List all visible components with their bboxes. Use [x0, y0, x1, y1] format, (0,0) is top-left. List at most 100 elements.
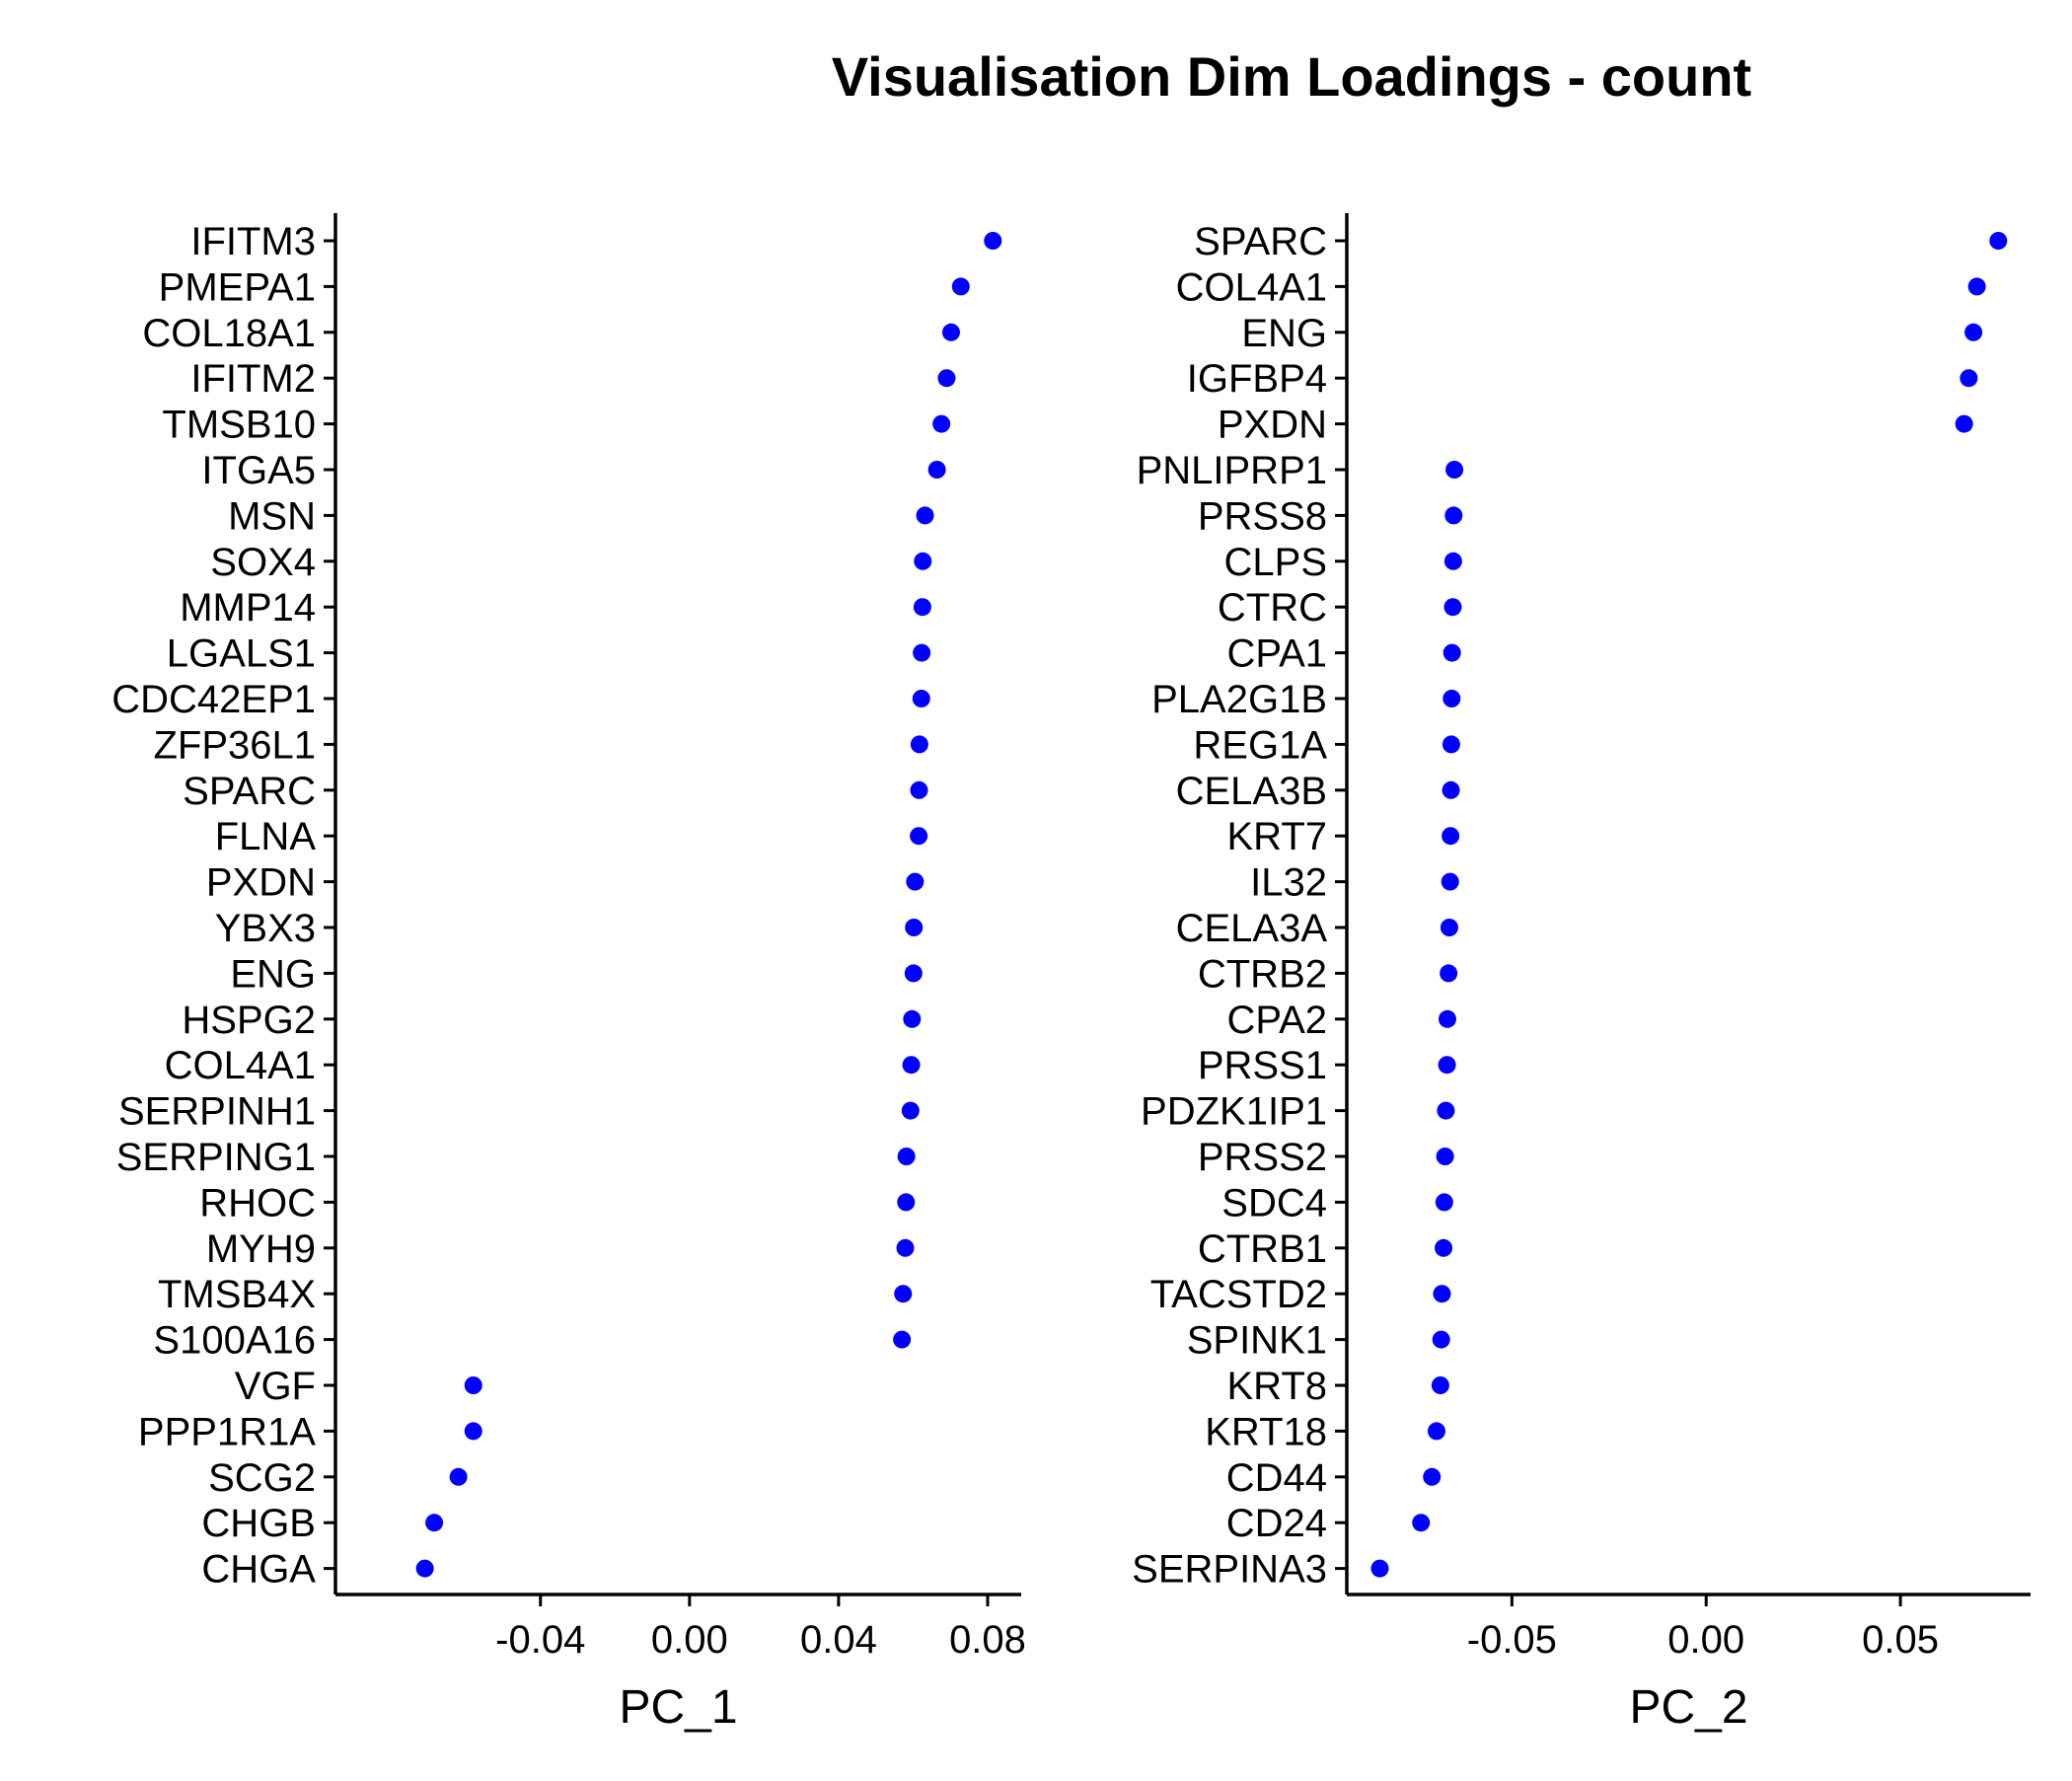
loading-point: [1370, 1559, 1389, 1578]
gene-label: REG1A: [1193, 723, 1327, 767]
gene-label: PRSS1: [1198, 1044, 1327, 1087]
gene-label: IL32: [1250, 861, 1327, 905]
x-tick-label: 0.00: [651, 1618, 728, 1662]
loading-point: [1442, 735, 1460, 754]
loading-point: [1443, 598, 1462, 617]
gene-label: IFITM2: [190, 357, 316, 401]
loading-point: [1436, 1148, 1454, 1165]
gene-label: KRT18: [1205, 1410, 1327, 1453]
gene-label: KRT8: [1226, 1365, 1327, 1408]
loading-point: [984, 232, 1002, 250]
loading-point: [1989, 232, 2008, 250]
loading-point: [1427, 1422, 1445, 1441]
gene-label: YBX3: [215, 907, 316, 950]
gene-label: ENG: [1241, 312, 1327, 355]
x-tick-label: -0.05: [1467, 1618, 1557, 1662]
gene-label: CTRC: [1218, 586, 1327, 630]
loading-point: [903, 1009, 922, 1028]
gene-label: CTRB2: [1198, 952, 1327, 996]
x-axis-label: PC_2: [1629, 1681, 1747, 1734]
loading-point: [906, 872, 925, 891]
gene-label: PLA2G1B: [1151, 678, 1327, 721]
loading-point: [1433, 1285, 1451, 1303]
gene-label: SPARC: [1194, 220, 1327, 263]
loading-point: [927, 461, 946, 479]
gene-label: SDC4: [1221, 1181, 1327, 1224]
loading-point: [1412, 1514, 1431, 1532]
loading-point: [1443, 690, 1461, 707]
loading-point: [464, 1422, 482, 1441]
gene-label: TMSB4X: [158, 1273, 316, 1316]
loading-point: [896, 1238, 915, 1257]
gene-label: SERPING1: [116, 1136, 316, 1179]
gene-label: CTRB1: [1198, 1227, 1327, 1271]
gene-label: SOX4: [210, 541, 316, 584]
gene-label: SPINK1: [1187, 1319, 1327, 1363]
loading-point: [1955, 414, 1973, 433]
loading-point: [415, 1559, 434, 1578]
loading-point: [897, 1148, 916, 1165]
loading-point: [893, 1330, 912, 1349]
gene-label: TMSB10: [162, 404, 316, 447]
x-tick-label: 0.00: [1667, 1618, 1744, 1662]
loading-point: [449, 1467, 468, 1486]
loading-point: [914, 552, 932, 570]
loading-point: [1435, 1238, 1453, 1257]
loading-point: [916, 506, 934, 525]
loading-point: [913, 598, 931, 617]
gene-label: SCG2: [208, 1456, 316, 1500]
loading-point: [1431, 1376, 1449, 1394]
gene-label: PPP1R1A: [138, 1410, 316, 1453]
loading-point: [1438, 1056, 1456, 1075]
loading-point: [1442, 827, 1460, 846]
gene-label: TACSTD2: [1150, 1273, 1327, 1316]
gene-label: RHOC: [199, 1181, 316, 1224]
loading-point: [910, 735, 928, 754]
gene-label: ZFP36L1: [153, 723, 316, 767]
gene-label: PRSS8: [1198, 494, 1327, 538]
gene-label: CD44: [1226, 1456, 1327, 1500]
loading-point: [910, 827, 928, 846]
loading-point: [1964, 323, 1983, 341]
loading-point: [912, 690, 930, 707]
loading-point: [1432, 1330, 1450, 1349]
pc1-panel: IFITM3PMEPA1COL18A1IFITM2TMSB10ITGA5MSNS…: [111, 213, 1026, 1734]
gene-label: CPA2: [1226, 999, 1327, 1042]
loading-point: [1967, 277, 1986, 296]
gene-label: CELA3B: [1176, 770, 1327, 813]
loading-point: [1438, 1009, 1456, 1028]
gene-label: CHGB: [201, 1502, 316, 1545]
loading-point: [1435, 1193, 1453, 1212]
gene-label: COL4A1: [165, 1044, 316, 1087]
loading-point: [1444, 506, 1463, 525]
loading-point: [464, 1376, 482, 1394]
loading-point: [1445, 461, 1464, 479]
loading-point: [951, 277, 970, 296]
gene-label: LGALS1: [167, 632, 316, 676]
gene-label: IGFBP4: [1187, 357, 1327, 401]
loading-point: [897, 1193, 916, 1212]
x-tick-label: -0.04: [495, 1618, 585, 1662]
gene-label: CLPS: [1224, 541, 1328, 584]
loading-point: [1443, 643, 1461, 662]
loading-point: [910, 780, 928, 799]
loading-point: [941, 323, 960, 341]
gene-label: CHGA: [201, 1548, 316, 1592]
gene-label: KRT7: [1226, 815, 1327, 858]
gene-label: PDZK1IP1: [1141, 1090, 1327, 1134]
gene-label: MYH9: [206, 1227, 316, 1271]
gene-label: PNLIPRP1: [1137, 449, 1327, 492]
x-tick-label: 0.04: [800, 1618, 877, 1662]
loading-point: [932, 414, 951, 433]
loading-point: [894, 1285, 913, 1303]
figure-title: Visualisation Dim Loadings - count: [832, 45, 1751, 108]
x-tick-label: 0.08: [949, 1618, 1026, 1662]
gene-label: ITGA5: [201, 449, 316, 492]
gene-label: CD24: [1226, 1502, 1327, 1545]
gene-label: FLNA: [215, 815, 317, 858]
x-tick-label: 0.05: [1862, 1618, 1939, 1662]
gene-label: SPARC: [183, 770, 316, 813]
gene-label: PMEPA1: [159, 265, 316, 309]
